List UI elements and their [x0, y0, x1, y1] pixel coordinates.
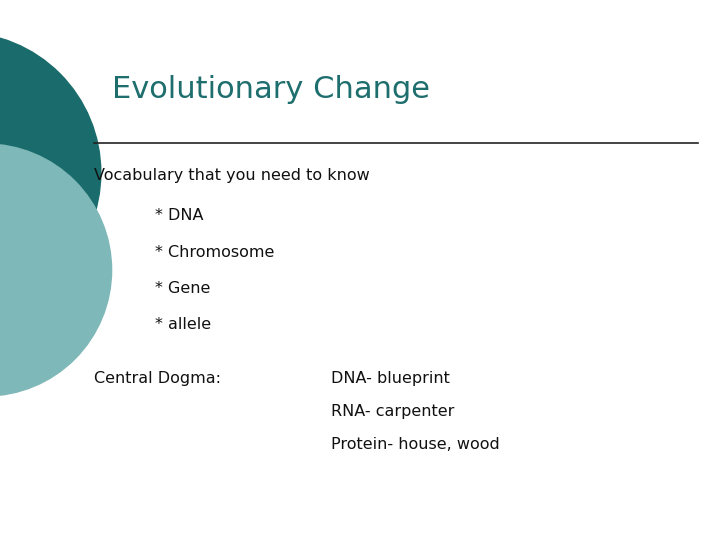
Text: RNA- carpenter: RNA- carpenter	[331, 404, 454, 419]
Text: Protein- house, wood: Protein- house, wood	[331, 437, 500, 453]
Text: * Chromosome: * Chromosome	[155, 245, 274, 260]
Text: * Gene: * Gene	[155, 281, 210, 296]
Text: Vocabulary that you need to know: Vocabulary that you need to know	[94, 168, 369, 183]
Ellipse shape	[0, 32, 101, 313]
Text: Evolutionary Change: Evolutionary Change	[112, 75, 430, 104]
Text: Central Dogma:: Central Dogma:	[94, 370, 220, 386]
Ellipse shape	[0, 144, 112, 396]
Text: DNA- blueprint: DNA- blueprint	[331, 370, 450, 386]
Text: * allele: * allele	[155, 317, 211, 332]
Text: * DNA: * DNA	[155, 208, 203, 224]
